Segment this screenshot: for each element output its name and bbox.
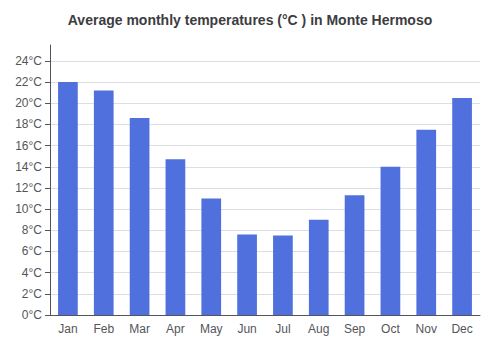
svg-text:10°C: 10°C [15, 202, 42, 216]
svg-text:Aug: Aug [308, 322, 329, 336]
svg-text:Nov: Nov [416, 322, 437, 336]
svg-text:Jul: Jul [275, 322, 290, 336]
svg-text:6°C: 6°C [22, 244, 42, 258]
svg-text:Apr: Apr [166, 322, 185, 336]
svg-text:May: May [200, 322, 223, 336]
svg-text:24°C: 24°C [15, 54, 42, 68]
svg-text:Jun: Jun [237, 322, 256, 336]
svg-text:4°C: 4°C [22, 266, 42, 280]
svg-text:Dec: Dec [451, 322, 472, 336]
svg-text:16°C: 16°C [15, 139, 42, 153]
svg-text:0°C: 0°C [22, 308, 42, 322]
svg-text:Jan: Jan [58, 322, 77, 336]
svg-text:12°C: 12°C [15, 181, 42, 195]
svg-text:Mar: Mar [129, 322, 150, 336]
svg-text:Feb: Feb [93, 322, 114, 336]
svg-text:22°C: 22°C [15, 75, 42, 89]
svg-text:14°C: 14°C [15, 160, 42, 174]
svg-text:Oct: Oct [381, 322, 400, 336]
svg-text:2°C: 2°C [22, 287, 42, 301]
svg-text:8°C: 8°C [22, 223, 42, 237]
svg-text:Average monthly temperatures (: Average monthly temperatures (°C ) in Mo… [68, 12, 432, 28]
svg-text:18°C: 18°C [15, 117, 42, 131]
svg-text:20°C: 20°C [15, 96, 42, 110]
svg-text:Sep: Sep [344, 322, 366, 336]
